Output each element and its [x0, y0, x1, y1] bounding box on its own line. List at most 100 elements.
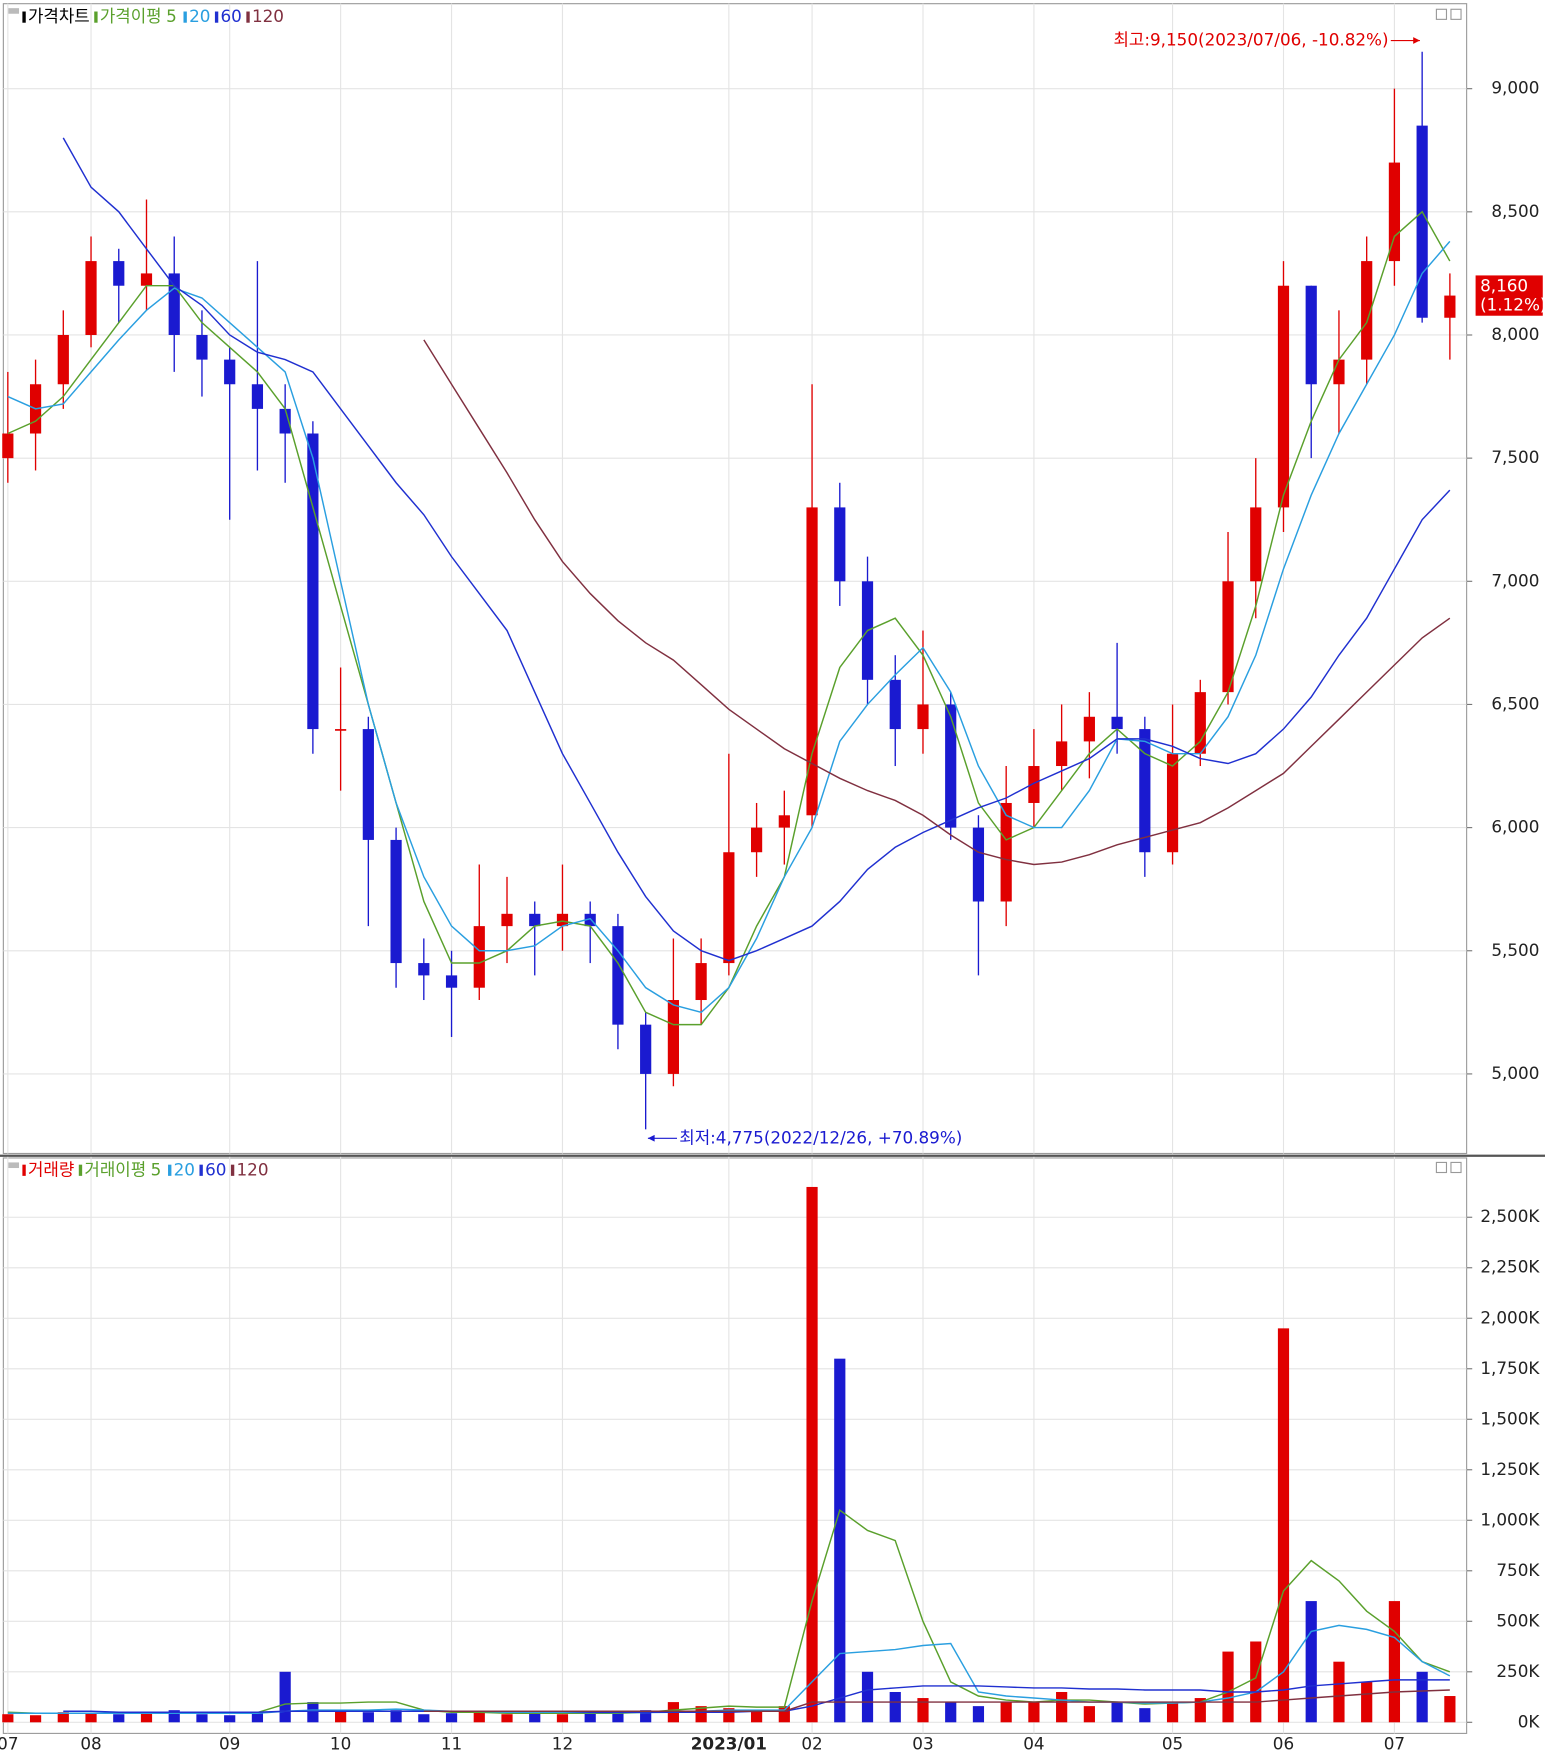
close-button[interactable] [1450, 1161, 1462, 1174]
candle-body [168, 273, 180, 335]
legend-label: 5 [166, 6, 177, 26]
candle-body [224, 359, 236, 385]
x-tick-label: 11 [441, 1734, 462, 1754]
x-tick-label: 07 [1384, 1734, 1405, 1754]
last-price: 8,160 [1480, 276, 1528, 296]
legend-label: 20 [189, 6, 210, 26]
legend-marker [78, 1164, 83, 1176]
maximize-button[interactable] [1435, 8, 1448, 20]
close-button[interactable] [1450, 8, 1462, 20]
volume-bar [695, 1706, 707, 1723]
candle-body [917, 704, 929, 730]
legend-label: 20 [174, 1159, 195, 1179]
candle-body [140, 273, 153, 286]
moving-average-line [7, 240, 1451, 1014]
y-tick-label: 5,000 [1491, 1063, 1539, 1083]
y-tick-label: 1,750K [1480, 1358, 1540, 1378]
legend-marker [214, 11, 219, 23]
volume-bar [335, 1710, 347, 1723]
volume-bar [640, 1710, 652, 1723]
candle-body [473, 926, 485, 988]
volume-bar [972, 1706, 985, 1723]
candle-body [1416, 125, 1428, 318]
volume-bar [1416, 1671, 1428, 1723]
volume-bar [1277, 1328, 1290, 1723]
y-tick-label: 500K [1496, 1610, 1540, 1630]
candle-body [390, 839, 402, 964]
annotation-arrow [647, 1134, 655, 1142]
legend-label: 가격이평 [100, 6, 162, 26]
y-tick-label: 6,000 [1491, 817, 1539, 837]
volume-bar [556, 1714, 569, 1723]
candle-body [1305, 285, 1317, 385]
x-tick-label: 09 [219, 1734, 240, 1754]
panel-icon [7, 1162, 20, 1169]
volume-bar [1028, 1702, 1040, 1723]
legend-label: 60 [221, 6, 242, 26]
candle-body [418, 963, 430, 976]
x-tick-label: 10 [330, 1734, 351, 1754]
candle-body [113, 261, 125, 286]
candle-body [57, 334, 69, 385]
volume-bar [418, 1714, 430, 1723]
candle-body [1000, 802, 1012, 902]
x-tick-label: 03 [912, 1734, 933, 1754]
x-tick-label: 08 [80, 1734, 101, 1754]
legend-marker [22, 11, 26, 23]
candle-body [335, 729, 347, 731]
volume-bar [1139, 1708, 1151, 1723]
volume-bar [917, 1698, 929, 1723]
legend-label: 120 [237, 1159, 269, 1179]
y-tick-label: 1,500K [1480, 1408, 1540, 1428]
moving-average-line [423, 339, 1451, 866]
candle-body [85, 261, 97, 335]
y-tick-label: 2,250K [1480, 1257, 1540, 1277]
volume-bar [29, 1715, 42, 1723]
candle-body [1194, 692, 1206, 754]
volume-bar [1333, 1661, 1345, 1723]
candle-body [945, 704, 957, 828]
candle-body [667, 1000, 679, 1074]
candle-body [640, 1024, 652, 1074]
candle-body [972, 827, 985, 902]
legend-label: 60 [205, 1159, 226, 1179]
volume-bar [390, 1710, 402, 1723]
candle-body [612, 926, 624, 1025]
y-tick-label: 5,500 [1491, 940, 1539, 960]
legend-marker [168, 1164, 172, 1176]
candle-body [695, 963, 707, 1001]
maximize-button[interactable] [1435, 1161, 1448, 1174]
volume-bar [584, 1712, 596, 1723]
x-tick-label: 05 [1162, 1734, 1183, 1754]
y-tick-label: 1,000K [1480, 1509, 1540, 1529]
legend-label: 거래이평 [84, 1159, 146, 1179]
volume-bar [889, 1691, 901, 1723]
volume-bar [113, 1714, 125, 1723]
candle-body [1388, 162, 1401, 262]
volume-bar [168, 1710, 180, 1723]
candle-body [307, 433, 319, 730]
volume-bar [1111, 1702, 1123, 1723]
volume-bar [1250, 1641, 1262, 1723]
volume-bar [196, 1714, 208, 1723]
x-tick-label: 07 [0, 1734, 19, 1754]
volume-bar [861, 1671, 874, 1723]
y-tick-label: 9,000 [1491, 78, 1539, 98]
y-tick-label: 1,250K [1480, 1459, 1540, 1479]
candle-body [556, 913, 569, 927]
y-tick-label: 8,000 [1491, 324, 1539, 344]
candle-body [1111, 716, 1123, 730]
candle-body [834, 507, 846, 582]
last-change: (1.12%) [1480, 295, 1545, 315]
legend-label: 5 [151, 1159, 162, 1179]
candle-body [1333, 359, 1345, 385]
candle-body [2, 433, 14, 459]
volume-bar [307, 1702, 319, 1723]
volume-bar [778, 1706, 790, 1723]
legend-marker [230, 1164, 235, 1176]
candle-body [1083, 716, 1095, 742]
candle-body [196, 334, 208, 360]
legend-marker [183, 11, 187, 23]
volume-bar [529, 1713, 541, 1723]
